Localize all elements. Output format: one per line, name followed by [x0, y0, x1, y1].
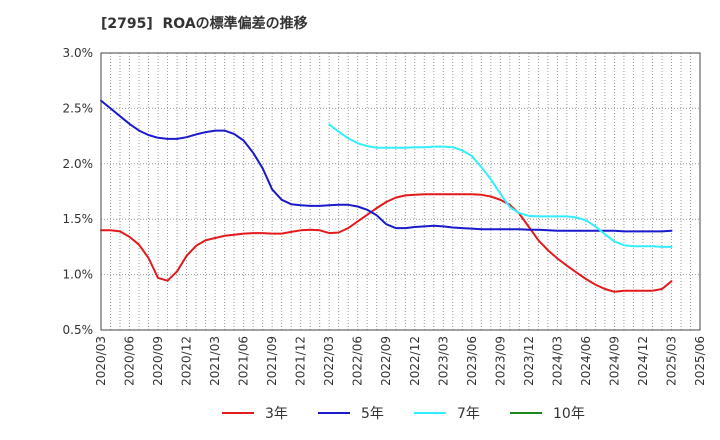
x-tick-label: 2022/06: [351, 336, 365, 386]
x-tick-label: 2020/06: [123, 336, 137, 386]
x-tick-label: 2021/09: [265, 336, 279, 386]
x-tick-label: 2024/06: [579, 336, 593, 386]
x-tick-label: 2020/12: [180, 336, 194, 386]
y-tick-label: 1.5%: [63, 212, 94, 226]
legend-item-7y: 7年: [414, 406, 480, 422]
x-tick-label: 2022/03: [322, 336, 336, 386]
series-line-3y: [100, 193, 673, 293]
legend-label: 7年: [457, 406, 480, 422]
series-lines: [100, 99, 673, 293]
x-tick-label: 2022/09: [379, 336, 393, 386]
x-tick-label: 2023/03: [436, 336, 450, 386]
x-tick-label: 2025/06: [693, 336, 707, 386]
legend-item-5y: 5年: [318, 406, 384, 422]
legend-item-10y: 10年: [510, 406, 585, 422]
x-tick-label: 2024/09: [607, 336, 621, 386]
x-tick-label: 2024/03: [550, 336, 564, 386]
legend-label: 5年: [361, 406, 384, 422]
y-tick-label: 3.0%: [63, 46, 94, 60]
x-tick-label: 2023/09: [493, 336, 507, 386]
x-tick-label: 2021/03: [208, 336, 222, 386]
x-tick-label: 2023/12: [522, 336, 536, 386]
y-axis-labels: 0.5% 1.0% 1.5% 2.0% 2.5% 3.0%: [63, 46, 94, 337]
x-tick-label: 2020/09: [151, 336, 165, 386]
y-tick-label: 2.0%: [63, 157, 94, 171]
x-tick-label: 2020/03: [94, 336, 108, 386]
legend-label: 3年: [265, 406, 288, 422]
series-line-5y: [100, 99, 673, 233]
legend: 3年 5年 7年 10年: [222, 406, 585, 422]
x-tick-label: 2025/03: [664, 336, 678, 386]
x-tick-label: 2021/06: [237, 336, 251, 386]
x-tick-label: 2024/12: [636, 336, 650, 386]
y-tick-label: 2.5%: [63, 101, 94, 115]
legend-item-3y: 3年: [222, 406, 288, 422]
x-tick-label: 2022/12: [408, 336, 422, 386]
legend-label: 10年: [553, 406, 585, 422]
x-axis-labels: 2020/03 2020/06 2020/09 2020/12 2021/03 2021/…: [94, 336, 707, 386]
series-line-7y: [328, 123, 673, 248]
x-tick-label: 2021/12: [294, 336, 308, 386]
y-tick-label: 1.0%: [63, 268, 94, 282]
y-tick-label: 0.5%: [63, 323, 94, 337]
plot-frame: [100, 52, 701, 331]
x-tick-label: 2023/06: [465, 336, 479, 386]
chart-title: [2795] ROAの標準偏差の推移: [101, 15, 308, 32]
